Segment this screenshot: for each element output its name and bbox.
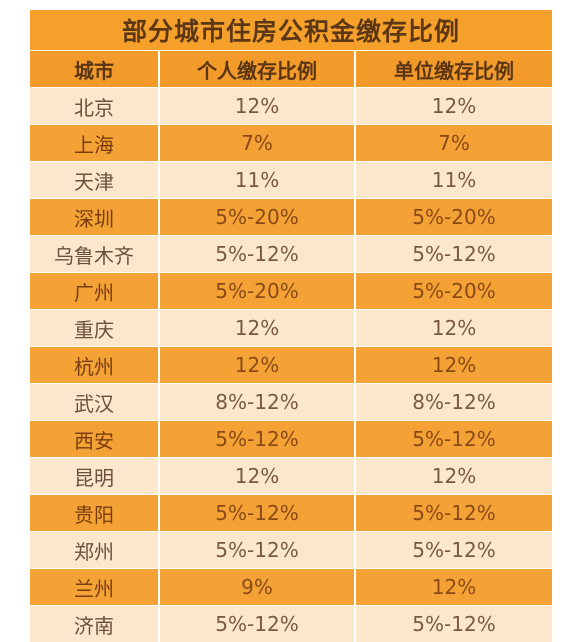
employer-rate-cell: 12% xyxy=(355,88,552,125)
city-cell: 西安 xyxy=(30,421,159,458)
personal-rate-cell: 5%-12% xyxy=(159,606,355,642)
employer-rate-cell: 11% xyxy=(355,162,552,199)
employer-rate-cell: 12% xyxy=(355,458,552,495)
city-cell: 重庆 xyxy=(30,310,159,347)
city-cell: 杭州 xyxy=(30,347,159,384)
city-cell: 天津 xyxy=(30,162,159,199)
employer-rate-cell: 7% xyxy=(355,125,552,162)
personal-rate-cell: 5%-12% xyxy=(159,421,355,458)
personal-rate-cell: 5%-20% xyxy=(159,199,355,236)
personal-rate-cell: 8%-12% xyxy=(159,384,355,421)
city-cell: 深圳 xyxy=(30,199,159,236)
personal-rate-cell: 11% xyxy=(159,162,355,199)
personal-rate-cell: 5%-12% xyxy=(159,532,355,569)
employer-rate-cell: 12% xyxy=(355,347,552,384)
city-cell: 济南 xyxy=(30,606,159,642)
personal-rate-cell: 12% xyxy=(159,347,355,384)
column-header-city: 城市 xyxy=(30,51,159,88)
personal-rate-cell: 12% xyxy=(159,458,355,495)
column-header-personal-rate: 个人缴存比例 xyxy=(159,51,355,88)
column-header-employer-rate: 单位缴存比例 xyxy=(355,51,552,88)
city-cell: 郑州 xyxy=(30,532,159,569)
personal-rate-cell: 9% xyxy=(159,569,355,606)
employer-rate-cell: 8%-12% xyxy=(355,384,552,421)
city-cell: 武汉 xyxy=(30,384,159,421)
city-cell: 广州 xyxy=(30,273,159,310)
city-cell: 北京 xyxy=(30,88,159,125)
employer-rate-cell: 12% xyxy=(355,569,552,606)
employer-rate-cell: 5%-12% xyxy=(355,421,552,458)
city-cell: 兰州 xyxy=(30,569,159,606)
employer-rate-cell: 5%-12% xyxy=(355,495,552,532)
employer-rate-cell: 5%-12% xyxy=(355,606,552,642)
city-cell: 乌鲁木齐 xyxy=(30,236,159,273)
personal-rate-cell: 5%-12% xyxy=(159,495,355,532)
city-cell: 贵阳 xyxy=(30,495,159,532)
personal-rate-cell: 12% xyxy=(159,88,355,125)
employer-rate-cell: 12% xyxy=(355,310,552,347)
personal-rate-cell: 12% xyxy=(159,310,355,347)
table-title: 部分城市住房公积金缴存比例 xyxy=(30,10,552,50)
employer-rate-cell: 5%-12% xyxy=(355,236,552,273)
city-cell: 昆明 xyxy=(30,458,159,495)
header-row: 城市 个人缴存比例 单位缴存比例 xyxy=(30,51,552,88)
employer-rate-cell: 5%-20% xyxy=(355,199,552,236)
personal-rate-cell: 5%-12% xyxy=(159,236,355,273)
personal-rate-cell: 5%-20% xyxy=(159,273,355,310)
personal-rate-cell: 7% xyxy=(159,125,355,162)
employer-rate-cell: 5%-12% xyxy=(355,532,552,569)
employer-rate-cell: 5%-20% xyxy=(355,273,552,310)
city-cell: 上海 xyxy=(30,125,159,162)
